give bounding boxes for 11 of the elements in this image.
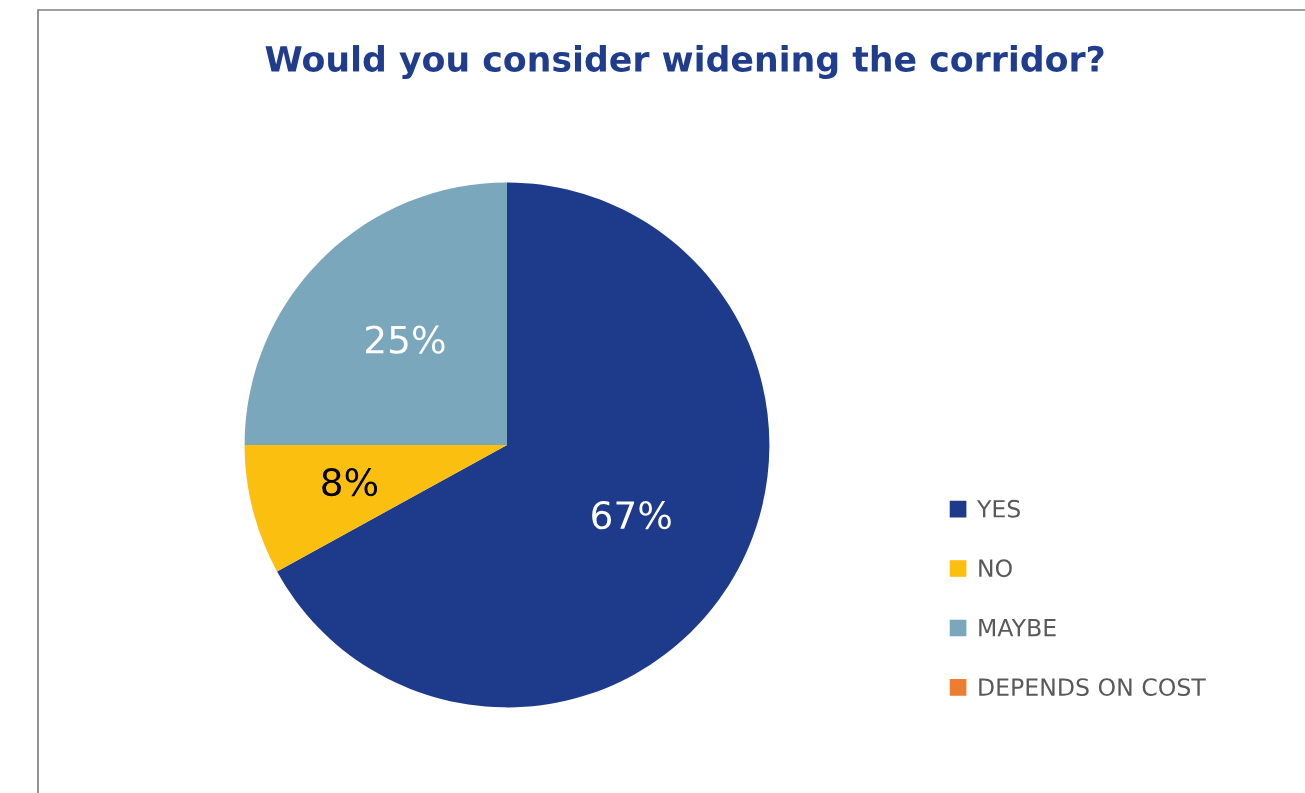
data-label: 8%	[322, 467, 378, 497]
data-label: 25%	[366, 325, 445, 354]
legend-label: YES	[976, 499, 1020, 518]
pie-slice	[244, 445, 507, 572]
legend-label: DEPENDS ON COST	[979, 678, 1206, 697]
pie-slice	[244, 182, 507, 445]
legend-label: NO	[979, 559, 1012, 578]
legend-label: MAYBE	[979, 619, 1056, 637]
data-label: 67%	[592, 500, 671, 530]
pie-slice	[277, 182, 770, 708]
chart-title: Would you consider widening the corridor?	[265, 45, 1104, 79]
